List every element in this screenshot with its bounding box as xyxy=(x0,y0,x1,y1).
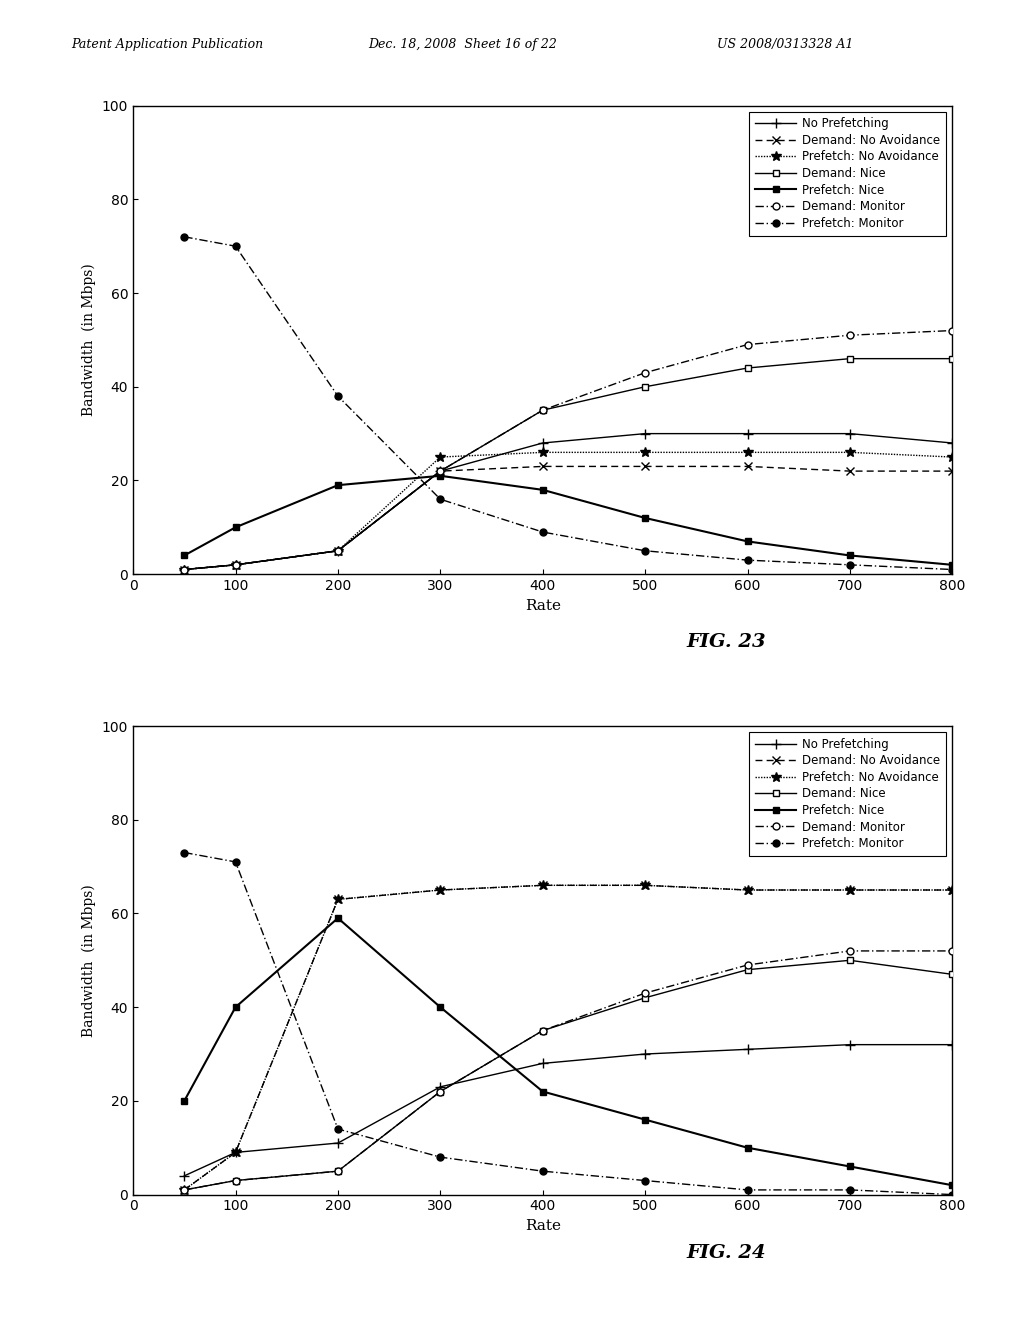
Text: FIG. 24: FIG. 24 xyxy=(686,1243,766,1262)
Text: US 2008/0313328 A1: US 2008/0313328 A1 xyxy=(717,37,853,50)
Legend: No Prefetching, Demand: No Avoidance, Prefetch: No Avoidance, Demand: Nice, Pref: No Prefetching, Demand: No Avoidance, Pr… xyxy=(750,111,946,235)
Y-axis label: Bandwidth  (in Mbps): Bandwidth (in Mbps) xyxy=(82,264,96,416)
Y-axis label: Bandwidth  (in Mbps): Bandwidth (in Mbps) xyxy=(82,884,96,1036)
X-axis label: Rate: Rate xyxy=(524,598,561,612)
Legend: No Prefetching, Demand: No Avoidance, Prefetch: No Avoidance, Demand: Nice, Pref: No Prefetching, Demand: No Avoidance, Pr… xyxy=(750,731,946,855)
X-axis label: Rate: Rate xyxy=(524,1218,561,1233)
Text: Patent Application Publication: Patent Application Publication xyxy=(72,37,264,50)
Text: FIG. 23: FIG. 23 xyxy=(686,632,766,651)
Text: Dec. 18, 2008  Sheet 16 of 22: Dec. 18, 2008 Sheet 16 of 22 xyxy=(369,37,557,50)
